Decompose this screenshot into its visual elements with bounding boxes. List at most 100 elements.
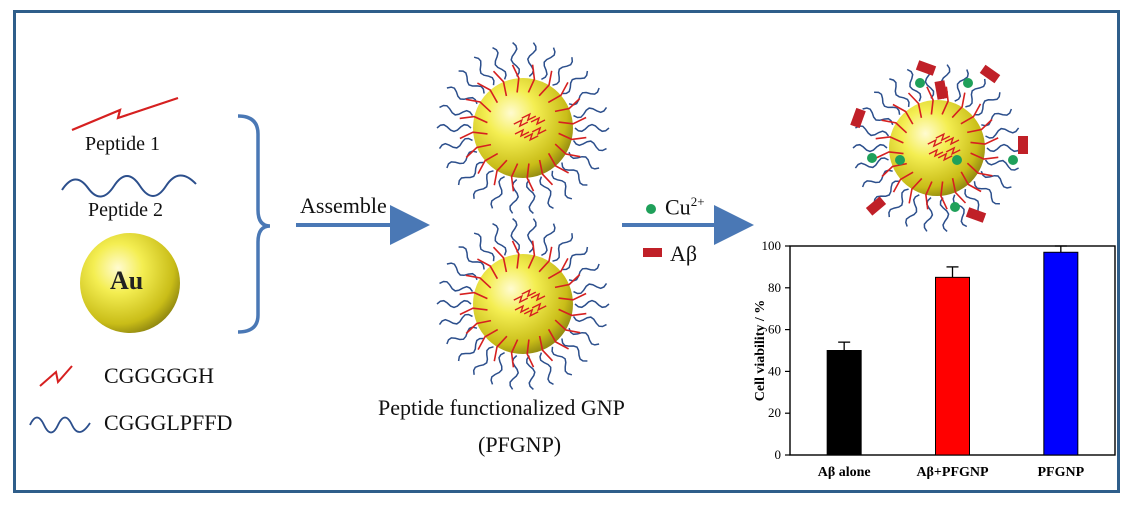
peptide2-ligand <box>473 56 495 86</box>
peptide1-ligand <box>960 171 982 193</box>
peptide1-ligand <box>513 118 529 128</box>
peptide2-ligand <box>561 246 589 271</box>
peptide1-ligand <box>521 288 537 298</box>
peptide1-ligand <box>967 118 993 134</box>
bound-cu-ion <box>895 155 905 165</box>
peptide2-ligand <box>973 181 1000 205</box>
peptide1-ligand <box>547 258 569 280</box>
peptide1-ligand <box>547 82 569 104</box>
peptide2-ligand <box>568 87 600 106</box>
peptide1-ligand <box>459 115 488 124</box>
cu-charge: 2+ <box>690 194 705 209</box>
peptide2-ligand <box>457 161 485 186</box>
peptide1-ligand <box>523 308 539 318</box>
peptide1-ligand <box>875 136 904 144</box>
peptide1-ligand <box>928 148 944 158</box>
peptide2-ligand <box>510 218 520 253</box>
x-tick-label: Aβ alone <box>818 465 871 480</box>
bar <box>1043 251 1079 456</box>
peptide1-ligand <box>908 177 923 204</box>
peptide2-ligand <box>509 179 520 214</box>
peptide2-ligand <box>510 42 520 77</box>
peptide2-ligand <box>852 143 888 153</box>
peptide2-ligand <box>573 282 608 295</box>
seq1-label: CGGGGGH <box>104 363 214 388</box>
peptide2-ligand <box>905 194 920 227</box>
peptide1-ligand <box>547 152 569 174</box>
peptide2-ligand <box>952 194 968 228</box>
gold-core <box>473 78 573 178</box>
peptide1-ligand <box>526 163 535 192</box>
peptide1-ligand <box>530 292 546 302</box>
figure-frame <box>13 10 1120 493</box>
peptide2-ligand <box>873 180 900 204</box>
peptide1-ligand <box>521 112 537 122</box>
peptide2-ligand <box>541 47 556 81</box>
peptide1-ligand <box>510 163 519 192</box>
seq1-icon <box>39 365 73 387</box>
peptide2-ligand <box>551 346 573 376</box>
peptide2-ligand <box>526 42 537 77</box>
peptide2-ligand <box>981 108 1013 127</box>
cell-viability-chart: 0 20 40 60 80 100 Cell viability / % Aβ alone Aβ… <box>753 238 1116 480</box>
peptide1-ligand <box>465 319 492 335</box>
y-tick-label: 80 <box>768 280 781 295</box>
peptide2-ligand <box>438 313 473 326</box>
peptide2-ligand <box>490 175 505 209</box>
peptide2-ligand <box>861 169 893 188</box>
y-axis-label: Cell viability / % <box>753 300 768 402</box>
peptide1-ligand <box>459 291 488 300</box>
peptide1-ligand <box>527 240 536 269</box>
peptide2-ligand <box>568 263 600 282</box>
peptide1-ligand <box>554 319 581 334</box>
peptide2-ligand <box>509 355 520 390</box>
peptide2-ligand <box>568 151 600 170</box>
peptide1-ligand <box>459 307 488 316</box>
x-tick-label: PFGNP <box>1038 465 1085 480</box>
peptide2-ligand <box>473 232 495 262</box>
peptide1-ligand <box>526 339 535 368</box>
peptide2-ligand <box>458 70 485 94</box>
peptide2-strand <box>61 174 197 198</box>
peptide1-ligand <box>881 119 908 134</box>
peptide2-ligand <box>436 299 472 309</box>
peptide1-ligand <box>558 116 587 125</box>
peptide2-ligand <box>526 355 536 390</box>
peptide1-ligand <box>538 246 553 273</box>
gold-label: Au <box>110 266 144 295</box>
cu-ion-icon <box>646 204 656 214</box>
peptide1-ligand <box>538 159 554 186</box>
peptide2-ligand <box>874 91 901 115</box>
bar <box>935 276 970 456</box>
peptide2-ligand <box>573 106 608 119</box>
bound-abeta <box>850 107 866 129</box>
peptide1-ligand <box>513 294 529 304</box>
bound-abeta <box>979 64 1001 84</box>
peptide2-ligand <box>526 218 537 253</box>
peptide1-label: Peptide 1 <box>85 133 160 155</box>
peptide2-ligand <box>490 351 505 385</box>
peptide2-ligand <box>472 170 494 199</box>
peptide1-ligand <box>951 92 966 119</box>
bound-abeta <box>915 60 937 76</box>
bound-abeta <box>865 196 887 216</box>
peptide2-ligand <box>561 70 589 95</box>
peptide1-ligand <box>558 292 587 301</box>
peptide2-ligand <box>855 125 890 137</box>
peptide1-ligand <box>477 152 499 174</box>
peptide1-ligand <box>892 103 914 125</box>
peptide2-ligand <box>862 107 894 126</box>
peptide2-ligand <box>923 197 934 232</box>
peptide1-ligand <box>554 143 581 158</box>
peptide2-ligand <box>541 223 556 257</box>
peptide2-ligand <box>436 123 472 133</box>
peptide1-ligand <box>459 131 488 140</box>
peptide2-ligand <box>574 299 610 309</box>
peptide1-ligand <box>970 152 999 160</box>
peptide1-ligand <box>945 146 961 156</box>
seq2-label: CGGGLPFFD <box>104 410 233 435</box>
bound-abeta <box>965 207 987 223</box>
peptide1-ligand <box>531 126 547 136</box>
functionalized-nanoparticle-top <box>436 42 610 214</box>
peptide1-ligand <box>538 70 553 97</box>
